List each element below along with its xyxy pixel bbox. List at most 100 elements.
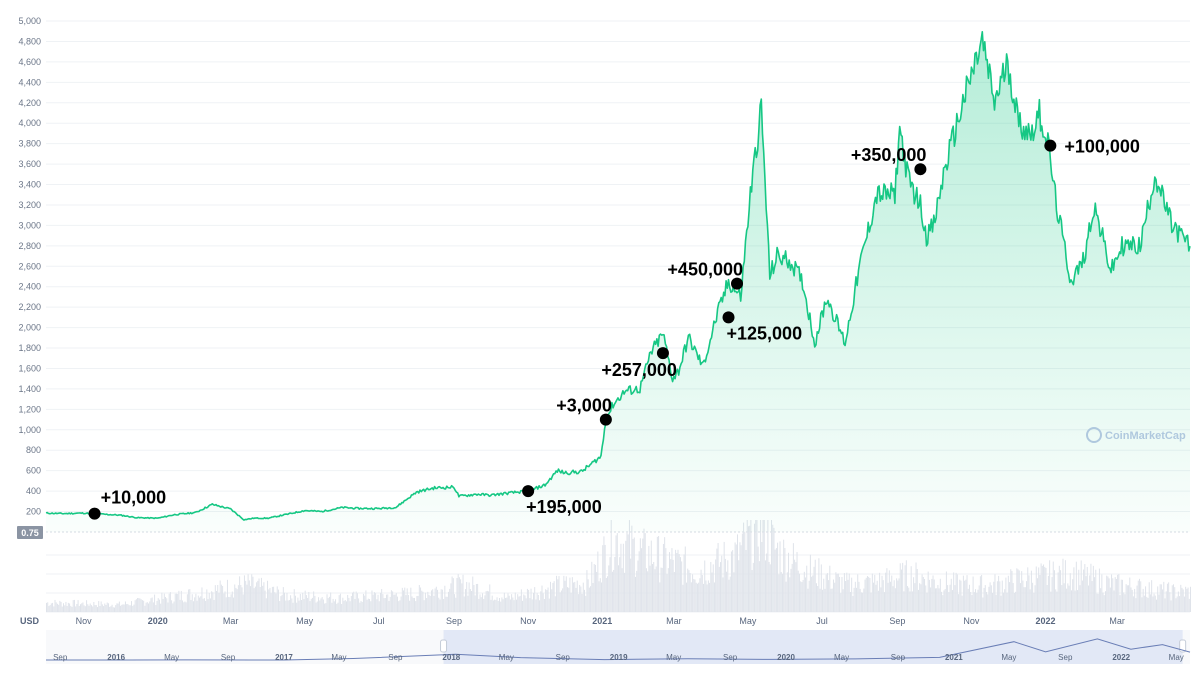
volume-bar [745, 549, 747, 612]
volume-bar [161, 592, 163, 612]
volume-bar [539, 600, 541, 612]
volume-bar [636, 570, 638, 612]
navigator-right-handle[interactable] [1179, 639, 1187, 653]
volume-bar [468, 582, 470, 612]
volume-bar [798, 573, 800, 612]
volume-bar [233, 597, 235, 612]
volume-bar [299, 593, 301, 612]
annotation-marker [722, 311, 735, 324]
volume-bar [61, 606, 63, 612]
range-navigator[interactable]: Sep 2016 May Sep 2017 May Sep 2018 May Sep 2019 May… [46, 630, 1191, 664]
volume-bar [260, 577, 262, 612]
navigator-left-handle[interactable] [440, 639, 448, 653]
volume-bar [1126, 585, 1128, 612]
volume-bar [47, 602, 49, 612]
volume-bar [551, 589, 553, 612]
volume-bar [1090, 563, 1092, 612]
volume-bar [454, 594, 456, 612]
volume-bar [243, 575, 245, 612]
volume-bar [780, 571, 782, 612]
volume-bar [672, 559, 674, 612]
volume-bar [1186, 588, 1188, 612]
volume-bar [455, 597, 457, 612]
x-tick-label: Sep [889, 616, 905, 626]
volume-bar [732, 550, 734, 612]
volume-bar [574, 581, 576, 612]
volume-bar [484, 595, 486, 612]
volume-bar [1106, 575, 1108, 612]
volume-bar [1107, 576, 1109, 612]
volume-bar [967, 588, 969, 612]
volume-bar [576, 580, 578, 612]
navigator-tick-label: May [331, 653, 346, 662]
volume-bar [466, 581, 468, 612]
volume-bar [778, 574, 780, 612]
volume-bar [738, 560, 740, 612]
volume-bar [1083, 569, 1085, 612]
volume-bar [964, 580, 966, 612]
volume-bar [381, 589, 383, 612]
volume-bar [917, 589, 919, 612]
volume-bar [746, 520, 748, 612]
volume-bar [1016, 568, 1018, 612]
volume-bar [559, 592, 561, 612]
volume-bar [1086, 566, 1088, 612]
volume-bar [1010, 569, 1012, 612]
volume-bar [81, 603, 83, 612]
volume-bar [893, 580, 895, 612]
volume-bar [700, 569, 702, 612]
volume-bar [489, 584, 491, 612]
volume-bar [857, 574, 859, 612]
volume-bar [298, 600, 300, 612]
volume-bar [58, 604, 60, 612]
volume-bar [248, 580, 250, 612]
volume-bar [692, 574, 694, 612]
volume-bar [535, 599, 537, 612]
volume-bar [367, 598, 369, 612]
volume-bar [771, 520, 773, 612]
volume-bar [1066, 588, 1068, 612]
volume-bar [948, 592, 950, 612]
volume-bar [111, 604, 113, 612]
volume-bar [469, 589, 471, 612]
volume-bar [874, 574, 876, 612]
volume-bar [743, 522, 745, 612]
volume-bar [216, 590, 218, 612]
volume-bar [485, 591, 487, 612]
volume-bar [1102, 592, 1104, 612]
volume-bar [430, 590, 432, 612]
volume-bar [180, 590, 182, 612]
volume-bar [492, 600, 494, 612]
volume-bar [135, 599, 137, 612]
volume-bar [856, 587, 858, 612]
last-value-badge-text: 0.75 [21, 528, 39, 538]
annotation-label: +350,000 [851, 145, 927, 165]
volume-bar [984, 585, 986, 612]
volume-bar [1044, 566, 1046, 612]
volume-bar [205, 600, 207, 612]
y-tick-label: 1,000 [18, 425, 41, 435]
volume-bar [570, 592, 572, 612]
volume-bar [1029, 589, 1031, 612]
volume-bar [557, 579, 559, 612]
volume-bar [622, 543, 624, 612]
volume-bar [709, 582, 711, 612]
volume-bar [326, 594, 328, 612]
volume-bar [811, 576, 813, 612]
volume-bar [988, 586, 990, 612]
volume-bar [460, 579, 462, 612]
volume-bar [920, 584, 922, 612]
volume-bar [616, 533, 618, 612]
volume-bar [352, 592, 354, 612]
volume-bar [63, 603, 64, 612]
volume-bar [993, 581, 995, 612]
volume-bar [310, 598, 312, 612]
volume-bar [421, 590, 423, 612]
volume-bar [335, 599, 337, 612]
volume-bar [92, 606, 94, 612]
volume-bar [305, 595, 307, 612]
volume-bar [571, 577, 573, 612]
volume-bar [1149, 594, 1151, 612]
volume-bar [982, 597, 984, 612]
volume-bar [309, 601, 311, 612]
